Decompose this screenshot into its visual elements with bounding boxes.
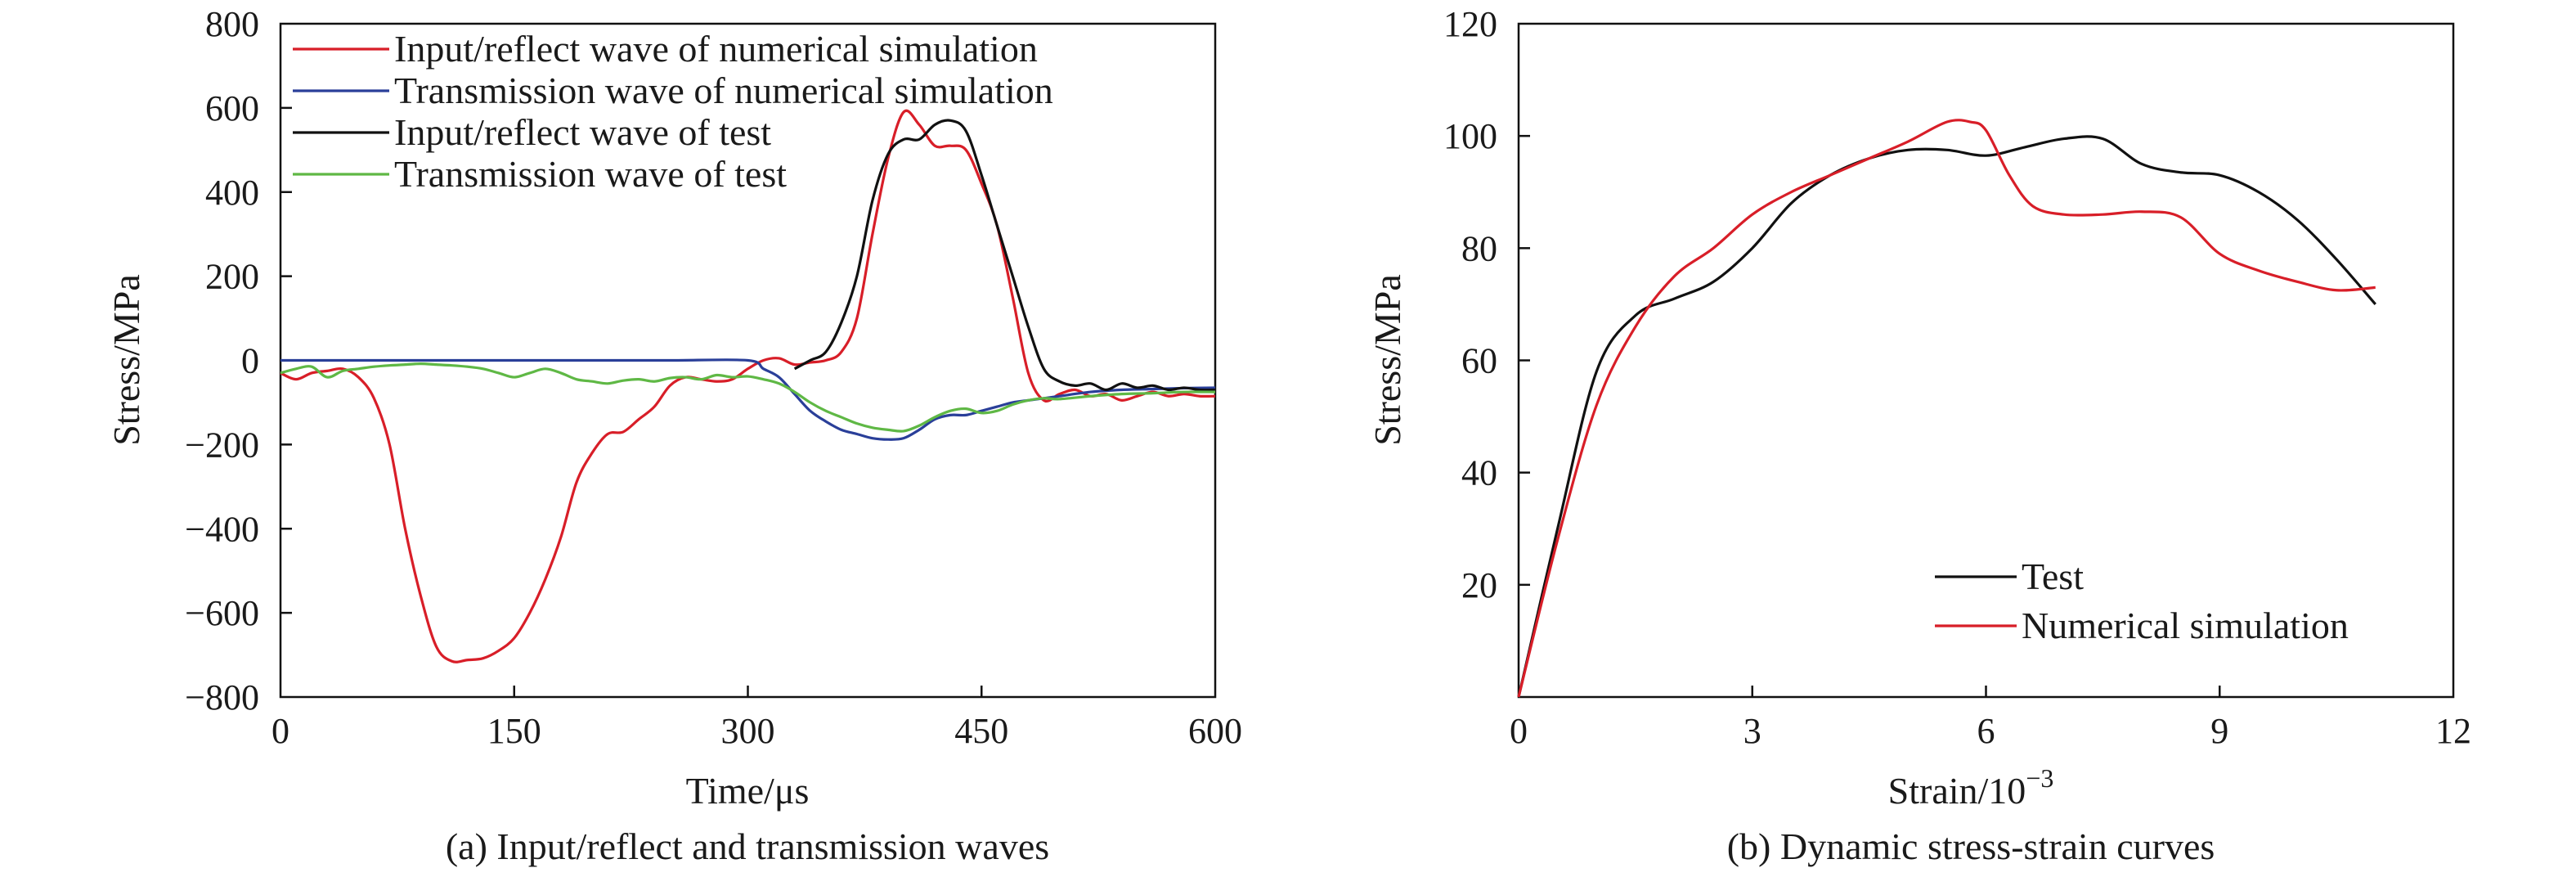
panel-a-waves: 0 150 300 450 600 −800 −600 −400 −200 0 200 400 600 8… (105, 4, 1242, 867)
panel-b-ylabel: Stress/MPa (1367, 274, 1408, 446)
y-tick-label: 200 (205, 257, 259, 297)
panel-b-xlabel: Strain/10−3 (1888, 763, 2054, 812)
legend-label-1: Test (2022, 555, 2084, 597)
y-tick-label: 800 (205, 4, 259, 44)
x-tick-label: 12 (2435, 711, 2471, 751)
x-tick-label: 150 (487, 711, 541, 751)
panel-b-plot-frame (1517, 22, 2455, 699)
x-tick-label: 450 (954, 711, 1008, 751)
legend-label-2: Transmission wave of numerical simulatio… (394, 70, 1053, 111)
panel-a-legend: Input/reflect wave of numerical simulati… (293, 28, 1053, 195)
y-tick-label: 40 (1461, 453, 1497, 493)
legend-label-3: Input/reflect wave of test (394, 111, 771, 153)
series-line-4 (280, 362, 1216, 433)
y-tick-label: −200 (185, 425, 259, 465)
series-line-2 (1517, 119, 2376, 698)
panel-a-caption: (a) Input/reflect and transmission waves (446, 825, 1049, 867)
panel-b-caption: (b) Dynamic stress-strain curves (1727, 825, 2215, 867)
x-tick-label: 3 (1744, 711, 1761, 751)
y-tick-label: 80 (1461, 228, 1497, 268)
x-tick-label: 600 (1188, 711, 1242, 751)
panel-b-series (1517, 119, 2376, 698)
y-tick-label: −400 (185, 509, 259, 549)
y-tick-label: −600 (185, 593, 259, 633)
x-tick-label: 6 (1977, 711, 1995, 751)
y-tick-label: 120 (1443, 4, 1497, 44)
y-tick-label: 20 (1461, 565, 1497, 605)
x-tick-label: 300 (721, 711, 775, 751)
y-tick-label: 600 (205, 88, 259, 128)
legend-label-2: Numerical simulation (2022, 605, 2349, 646)
panel-a-xlabel: Time/μs (686, 770, 810, 812)
y-tick-label: 400 (205, 173, 259, 213)
panel-a-ylabel: Stress/MPa (105, 274, 147, 446)
panel-b-xlabel-exponent: −3 (2026, 763, 2053, 793)
legend-label-4: Transmission wave of test (394, 153, 787, 195)
series-line-3 (793, 119, 1216, 392)
panel-b-ticks: 0 3 6 9 12 20 40 60 80 100 120 (1443, 4, 2471, 751)
panel-b-legend: Test Numerical simulation (1935, 555, 2349, 646)
panel-a-series (280, 109, 1216, 663)
y-tick-label: 60 (1461, 341, 1497, 381)
legend-label-1: Input/reflect wave of numerical simulati… (394, 28, 1038, 70)
panel-a-ticks: 0 150 300 450 600 −800 −600 −400 −200 0 200 400 600 8… (185, 4, 1242, 751)
series-line-1 (1517, 135, 2376, 698)
y-tick-label: −800 (185, 677, 259, 717)
panel-b-xlabel-main: Strain/10 (1888, 770, 2026, 812)
panel-b-stress-strain: 0 3 6 9 12 20 40 60 80 100 120 Test Numerical simul… (1367, 4, 2471, 867)
y-tick-label: 0 (241, 341, 259, 381)
x-tick-label: 9 (2210, 711, 2228, 751)
x-tick-label: 0 (272, 711, 289, 751)
x-tick-label: 0 (1510, 711, 1528, 751)
y-tick-label: 100 (1443, 116, 1497, 156)
series-line-2 (280, 358, 1216, 441)
